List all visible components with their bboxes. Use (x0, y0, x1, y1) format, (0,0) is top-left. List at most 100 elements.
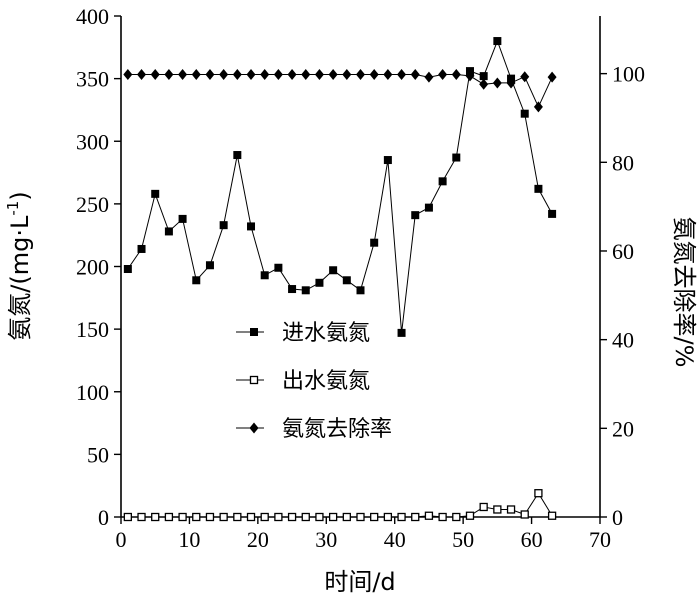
series-3-point-2 (137, 69, 147, 81)
series-1-point-21 (397, 328, 406, 337)
right-y-axis-title: 氨氮去除率/% (670, 217, 698, 368)
series-1-point-17 (342, 276, 351, 285)
series-1-point-2 (137, 244, 146, 253)
series-1-point-13 (288, 285, 297, 294)
series-2-point-13 (287, 512, 297, 522)
series-layer (123, 37, 557, 522)
legend-label-2: 出水氨氮 (282, 369, 370, 394)
left-y-axis-title-sup: -1 (4, 201, 22, 216)
left-y-tick-label-50: 50 (87, 442, 109, 467)
series-2-point-30 (520, 510, 529, 519)
series-3-point-32 (547, 71, 557, 83)
legend-item-3: 氨氮去除率 (236, 417, 392, 442)
legend-marker-2 (249, 375, 259, 385)
series-1-point-7 (205, 261, 214, 270)
x-tick-label-10: 10 (178, 527, 200, 552)
series-2-point-7 (205, 512, 215, 522)
series-1-point-10 (247, 222, 256, 231)
series-1-point-25 (452, 153, 461, 162)
legend-item-2: 出水氨氮 (236, 369, 370, 394)
series-1-point-14 (301, 286, 310, 295)
right-y-tick-label-20: 20 (612, 416, 634, 441)
series-3-point-17 (342, 69, 352, 81)
series-3-point-14 (301, 69, 311, 81)
left-y-tick-label-150: 150 (76, 317, 109, 342)
x-tick-label-70: 70 (589, 527, 611, 552)
series-2-point-8 (219, 512, 228, 522)
series-3-point-10 (246, 69, 256, 81)
series-2-point-26 (465, 511, 475, 520)
x-tick-label-60: 60 (521, 527, 543, 552)
series-2-point-2 (137, 512, 146, 522)
series-2-point-22 (411, 512, 420, 522)
series-2-point-28 (493, 505, 502, 514)
series-1-point-30 (520, 109, 529, 118)
series-2-point-16 (328, 512, 338, 522)
series-1-point-18 (356, 286, 365, 295)
series-3 (123, 69, 557, 113)
series-3-point-20 (383, 69, 393, 81)
left-y-axis-title: 氨氮/(mg·L-1) (4, 191, 34, 340)
right-y-tick-label-100: 100 (612, 62, 645, 87)
series-3-point-31 (533, 101, 543, 113)
series-2-point-21 (397, 512, 406, 522)
series-3-point-25 (451, 69, 461, 81)
x-tick-label-50: 50 (452, 527, 474, 552)
series-1-point-15 (315, 278, 324, 287)
legend-label-1: 进水氨氮 (282, 321, 370, 346)
series-3-point-30 (520, 71, 530, 83)
legend-item-1: 进水氨氮 (236, 321, 370, 346)
x-axis-title: 时间/d (324, 568, 395, 596)
series-3-point-12 (273, 69, 283, 81)
series-3-point-24 (438, 69, 448, 81)
series-3-point-6 (191, 69, 201, 81)
series-2-point-17 (342, 512, 351, 522)
right-y-tick-label-80: 80 (612, 150, 634, 175)
series-2-point-12 (274, 512, 283, 522)
series-3-point-15 (314, 69, 324, 81)
left-y-tick-label-400: 400 (76, 4, 109, 29)
left-y-axis-title-main: 氨氮/(mg·L (6, 215, 34, 341)
series-2-point-6 (192, 512, 201, 522)
series-1-point-16 (329, 266, 338, 275)
series-2 (123, 489, 557, 522)
series-2-point-10 (246, 512, 256, 522)
series-1-point-9 (233, 151, 242, 160)
series-1-point-3 (151, 189, 160, 198)
series-1-point-19 (370, 238, 379, 247)
legend-label-3: 氨氮去除率 (282, 417, 392, 442)
x-tick-label-30: 30 (315, 527, 337, 552)
series-1-point-5 (178, 214, 187, 223)
series-3-point-27 (479, 78, 489, 90)
series-3-point-29 (506, 77, 516, 89)
series-2-point-32 (547, 511, 557, 520)
series-2-point-14 (301, 512, 310, 522)
series-3-point-11 (260, 69, 270, 81)
legend-marker-3 (249, 422, 259, 434)
tick-labels: 0 10 20 30 40 50 60 700501001502002503003504000… (76, 4, 645, 552)
series-2-point-25 (452, 512, 461, 522)
series-1 (123, 37, 557, 337)
series-3-point-7 (205, 69, 215, 81)
series-1-point-28 (493, 37, 502, 46)
x-tick-label-40: 40 (384, 527, 406, 552)
series-1-point-27 (479, 72, 488, 81)
series-3-point-26 (465, 70, 475, 82)
series-3-point-1 (123, 69, 133, 81)
series-1-point-24 (438, 177, 447, 186)
series-1-point-23 (424, 203, 433, 212)
series-3-point-4 (164, 69, 174, 81)
series-3-point-3 (150, 69, 160, 81)
series-2-point-24 (438, 512, 447, 522)
series-1-point-6 (192, 276, 201, 285)
series-3-point-13 (287, 69, 297, 81)
series-1-point-12 (274, 263, 283, 272)
series-2-point-31 (534, 489, 543, 498)
series-1-point-32 (548, 209, 557, 218)
series-1-point-1 (123, 265, 132, 274)
series-3-point-28 (492, 77, 502, 89)
x-tick-label-0: 0 (116, 527, 127, 552)
left-y-tick-label-100: 100 (76, 380, 109, 405)
